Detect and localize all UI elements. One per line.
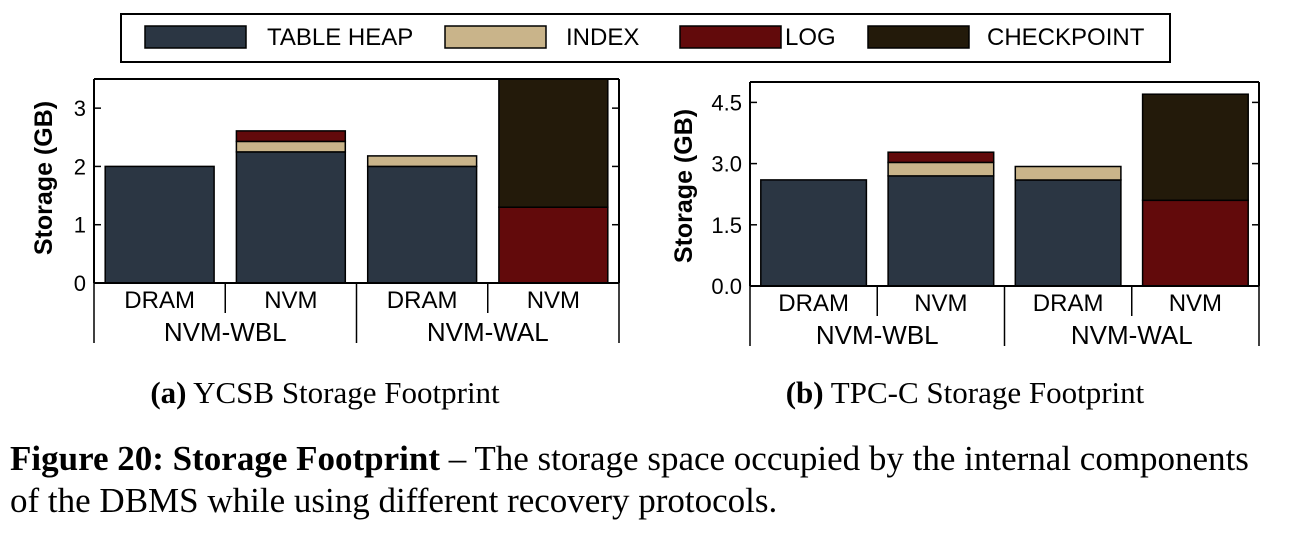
chart-ycsb: 0 1 2 3 Storage (GB) DRAM NVM DRAM NVM NVM-WBL NVM… xyxy=(30,78,620,410)
x-tick-label: NVM xyxy=(914,290,967,317)
legend-swatch-checkpoint xyxy=(867,25,970,49)
y-tick-label: 2 xyxy=(74,154,86,179)
group-label: NVM-WAL xyxy=(1071,320,1193,350)
bar-log-1 xyxy=(235,130,347,143)
bar-index-2 xyxy=(366,155,478,168)
subcaption-prefix: (b) xyxy=(786,375,824,410)
group-label: NVM-WAL xyxy=(427,317,549,347)
legend-label: LOG xyxy=(785,24,836,51)
subcaption: (a) YCSB Storage Footprint xyxy=(150,375,500,410)
y-axis-label: Storage (GB) xyxy=(30,101,58,255)
y-tick-label: 3 xyxy=(74,96,86,121)
bar-index-1 xyxy=(235,140,347,153)
bar-table-heap-0 xyxy=(760,179,868,287)
x-tick-label: DRAM xyxy=(387,287,458,314)
group-label: NVM-WBL xyxy=(164,317,287,347)
figure-caption-text: – The storage space occupied by the inte… xyxy=(10,439,1249,520)
bar-index-2 xyxy=(1014,165,1122,181)
x-tick-label: NVM xyxy=(527,287,580,314)
y-tick-label: 1.5 xyxy=(711,213,742,238)
legend-swatch-table-heap xyxy=(144,25,247,49)
y-tick-label: 3.0 xyxy=(711,152,742,177)
group-label: NVM-WBL xyxy=(816,320,939,350)
legend: TABLE HEAP INDEX LOG CHECKPOINT xyxy=(120,13,1171,63)
bar-checkpoint-3 xyxy=(498,78,609,208)
bar-checkpoint-3 xyxy=(1141,93,1249,202)
x-tick-label: DRAM xyxy=(1033,290,1104,317)
legend-label: CHECKPOINT xyxy=(987,24,1145,51)
legend-label: TABLE HEAP xyxy=(267,24,413,51)
x-tick-label: DRAM xyxy=(124,287,195,314)
subcaption-text: YCSB Storage Footprint xyxy=(186,375,500,410)
bar-index-1 xyxy=(887,161,995,177)
bar-log-3 xyxy=(498,206,609,284)
bar-log-3 xyxy=(1141,199,1249,287)
legend-label: INDEX xyxy=(566,24,639,51)
subcaption: (b) TPC-C Storage Footprint xyxy=(786,375,1145,410)
subcaption-text: TPC-C Storage Footprint xyxy=(824,375,1145,410)
y-axis-label: Storage (GB) xyxy=(670,109,698,263)
x-tick-label: NVM xyxy=(264,287,317,314)
legend-swatch-index xyxy=(444,25,547,49)
bar-table-heap-1 xyxy=(887,175,995,287)
figure: TABLE HEAP INDEX LOG CHECKPOINT 0 1 2 3 Storage… xyxy=(30,13,1260,410)
legend-swatch-log xyxy=(679,25,782,49)
x-tick-label: DRAM xyxy=(778,290,849,317)
chart-tpcc: 0.0 1.5 3.0 4.5 Storage (GB) DRAM NVM DRAM NVM NV… xyxy=(670,81,1260,410)
figure-caption-label: Figure 20: Storage Footprint xyxy=(10,439,440,478)
y-tick-label: 0.0 xyxy=(711,274,742,299)
bar-table-heap-0 xyxy=(104,165,215,284)
x-tick-label: NVM xyxy=(1169,290,1222,317)
bar-table-heap-1 xyxy=(235,151,347,284)
legend-box xyxy=(120,13,1171,63)
bar-table-heap-2 xyxy=(366,165,478,284)
bar-table-heap-2 xyxy=(1014,179,1122,287)
figure-caption: Figure 20: Storage Footprint – The stora… xyxy=(10,438,1285,522)
subcaption-prefix: (a) xyxy=(150,375,186,410)
y-tick-label: 1 xyxy=(74,213,86,238)
bar-log-1 xyxy=(887,151,995,164)
y-tick-label: 0 xyxy=(74,271,86,296)
y-tick-label: 4.5 xyxy=(711,90,742,115)
